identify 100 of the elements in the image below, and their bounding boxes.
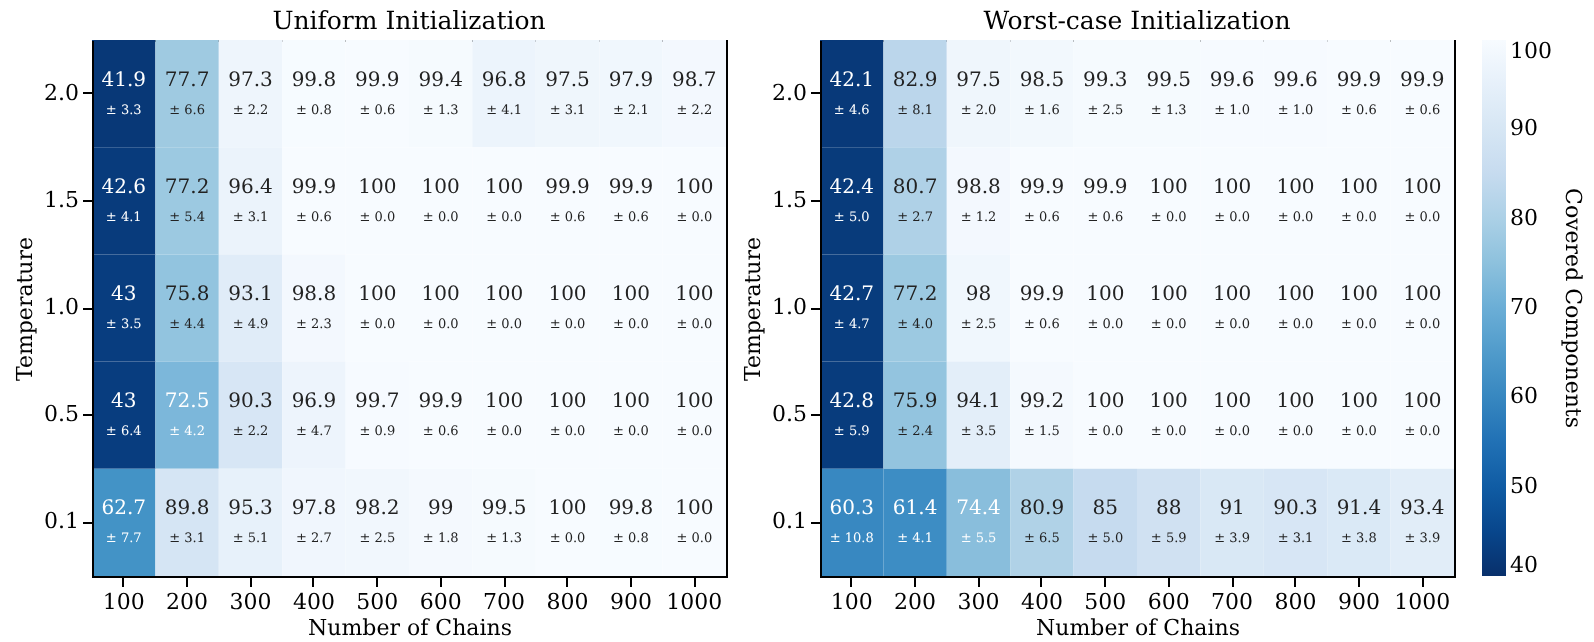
data-label: 93.4 (1400, 498, 1445, 521)
x-tick-label: 700 (1211, 589, 1254, 615)
data-label: 100 (485, 176, 524, 199)
data-label: 75.9 (892, 391, 938, 414)
x-tick-label: 100 (102, 589, 145, 615)
x-tick-label: 600 (419, 589, 462, 615)
data-label: 42.4 (829, 176, 874, 199)
data-label: 61.4 (892, 498, 938, 521)
data-label: 100 (1086, 284, 1125, 306)
data-label: 99.9 (1019, 176, 1065, 199)
data-label: 98 (965, 284, 992, 306)
data-label: 91.4 (1336, 498, 1382, 521)
data-label: 94.1 (956, 391, 1001, 414)
data-label: 97.3 (228, 69, 273, 92)
data-label: 100 (548, 284, 587, 306)
data-label: 100 (1213, 284, 1252, 306)
data-label: 100 (611, 391, 650, 414)
y-tick-label: 1.5 (44, 186, 79, 213)
data-label: 95.3 (228, 498, 273, 521)
data-label: 43 (110, 284, 137, 306)
x-tick-label: 400 (292, 589, 335, 615)
x-tick-label: 700 (483, 589, 526, 615)
data-label: 96.9 (291, 391, 337, 414)
data-label: 100 (1213, 176, 1252, 199)
data-label: 100 (1339, 391, 1378, 414)
color-bar-label: 40 (1510, 552, 1538, 578)
data-label: 99 (427, 498, 454, 521)
data-label: 100 (611, 284, 650, 306)
data-label: 98.8 (956, 176, 1001, 199)
data-label: 77.2 (892, 284, 938, 306)
data-label: 60.3 (829, 498, 874, 521)
chart-title: Worst-case Initialization (983, 5, 1291, 35)
data-label: 91 (1219, 498, 1245, 521)
data-label: 99.6 (1209, 69, 1255, 92)
y-tick-label: 1.0 (44, 294, 79, 320)
data-label: 100 (1149, 176, 1188, 199)
x-axis-title: Number of Chains (308, 615, 513, 641)
data-label: 98.8 (291, 284, 337, 306)
y-tick-label: 0.1 (772, 508, 807, 535)
y-tick-label: 2.0 (44, 79, 79, 106)
data-label: 100 (1149, 284, 1188, 306)
y-tick-label: 2.0 (772, 79, 807, 106)
data-label: 99.4 (418, 69, 463, 92)
data-label: 100 (548, 391, 587, 414)
data-label: 100 (358, 176, 397, 199)
color-bar-title: Covered Components (1560, 188, 1586, 429)
x-tick-label: 200 (894, 589, 937, 615)
data-label: 100 (1276, 284, 1315, 306)
data-label: 100 (675, 284, 714, 306)
color-bar-label: 80 (1510, 204, 1538, 231)
data-label: 42.6 (101, 176, 146, 199)
data-label: 77.7 (164, 69, 210, 92)
y-axis-title: Temperature (740, 236, 767, 382)
data-label: 99.9 (418, 391, 463, 414)
data-label: 88 (1155, 498, 1182, 521)
data-label: 100 (1403, 284, 1442, 306)
x-tick-label: 900 (609, 589, 652, 615)
data-label: 100 (548, 498, 587, 521)
data-label: 75.8 (164, 284, 210, 306)
data-label: 43 (110, 391, 137, 414)
data-label: 99.7 (355, 391, 400, 414)
chart-title: Uniform Initialization (272, 5, 546, 35)
x-tick-label: 300 (957, 589, 1000, 615)
x-tick-label: 500 (356, 589, 399, 615)
color-bar-label: 70 (1510, 294, 1538, 320)
data-label: 100 (1403, 176, 1442, 199)
data-label: 100 (1403, 391, 1442, 414)
data-label: 42.8 (829, 391, 874, 414)
color-bar-label: 60 (1510, 383, 1538, 410)
x-tick-label: 1000 (1394, 589, 1451, 615)
x-tick-label: 600 (1147, 589, 1190, 615)
data-label: 90.3 (1273, 498, 1318, 521)
y-tick-label: 0.1 (44, 508, 79, 535)
data-label: 85 (1092, 498, 1119, 521)
data-label: 100 (1213, 391, 1252, 414)
x-tick-label: 300 (229, 589, 272, 615)
x-tick-label: 200 (166, 589, 209, 615)
data-label: 99.9 (1083, 176, 1128, 199)
data-label: 100 (675, 498, 714, 521)
data-label: 99.5 (481, 498, 527, 521)
data-label: 100 (1086, 391, 1125, 414)
data-label: 97.5 (545, 69, 590, 92)
data-label: 99.9 (608, 176, 654, 199)
data-label: 99.9 (1400, 69, 1445, 92)
data-label: 42.7 (829, 284, 874, 306)
data-label: 89.8 (164, 498, 210, 521)
data-label: 99.9 (291, 176, 337, 199)
data-label: 100 (1339, 284, 1378, 306)
data-label: 99.9 (545, 176, 590, 199)
data-label: 41.9 (101, 69, 146, 92)
y-tick-label: 1.0 (772, 294, 807, 320)
x-tick-label: 100 (830, 589, 873, 615)
x-tick-label: 800 (546, 589, 589, 615)
data-label: 99.5 (1146, 69, 1191, 92)
y-tick-label: 0.5 (44, 401, 79, 428)
data-label: 97.8 (291, 498, 337, 521)
data-label: 72.5 (164, 391, 210, 414)
data-label: 82.9 (892, 69, 938, 92)
data-label: 99.2 (1019, 391, 1065, 414)
data-label: 96.8 (481, 69, 527, 92)
